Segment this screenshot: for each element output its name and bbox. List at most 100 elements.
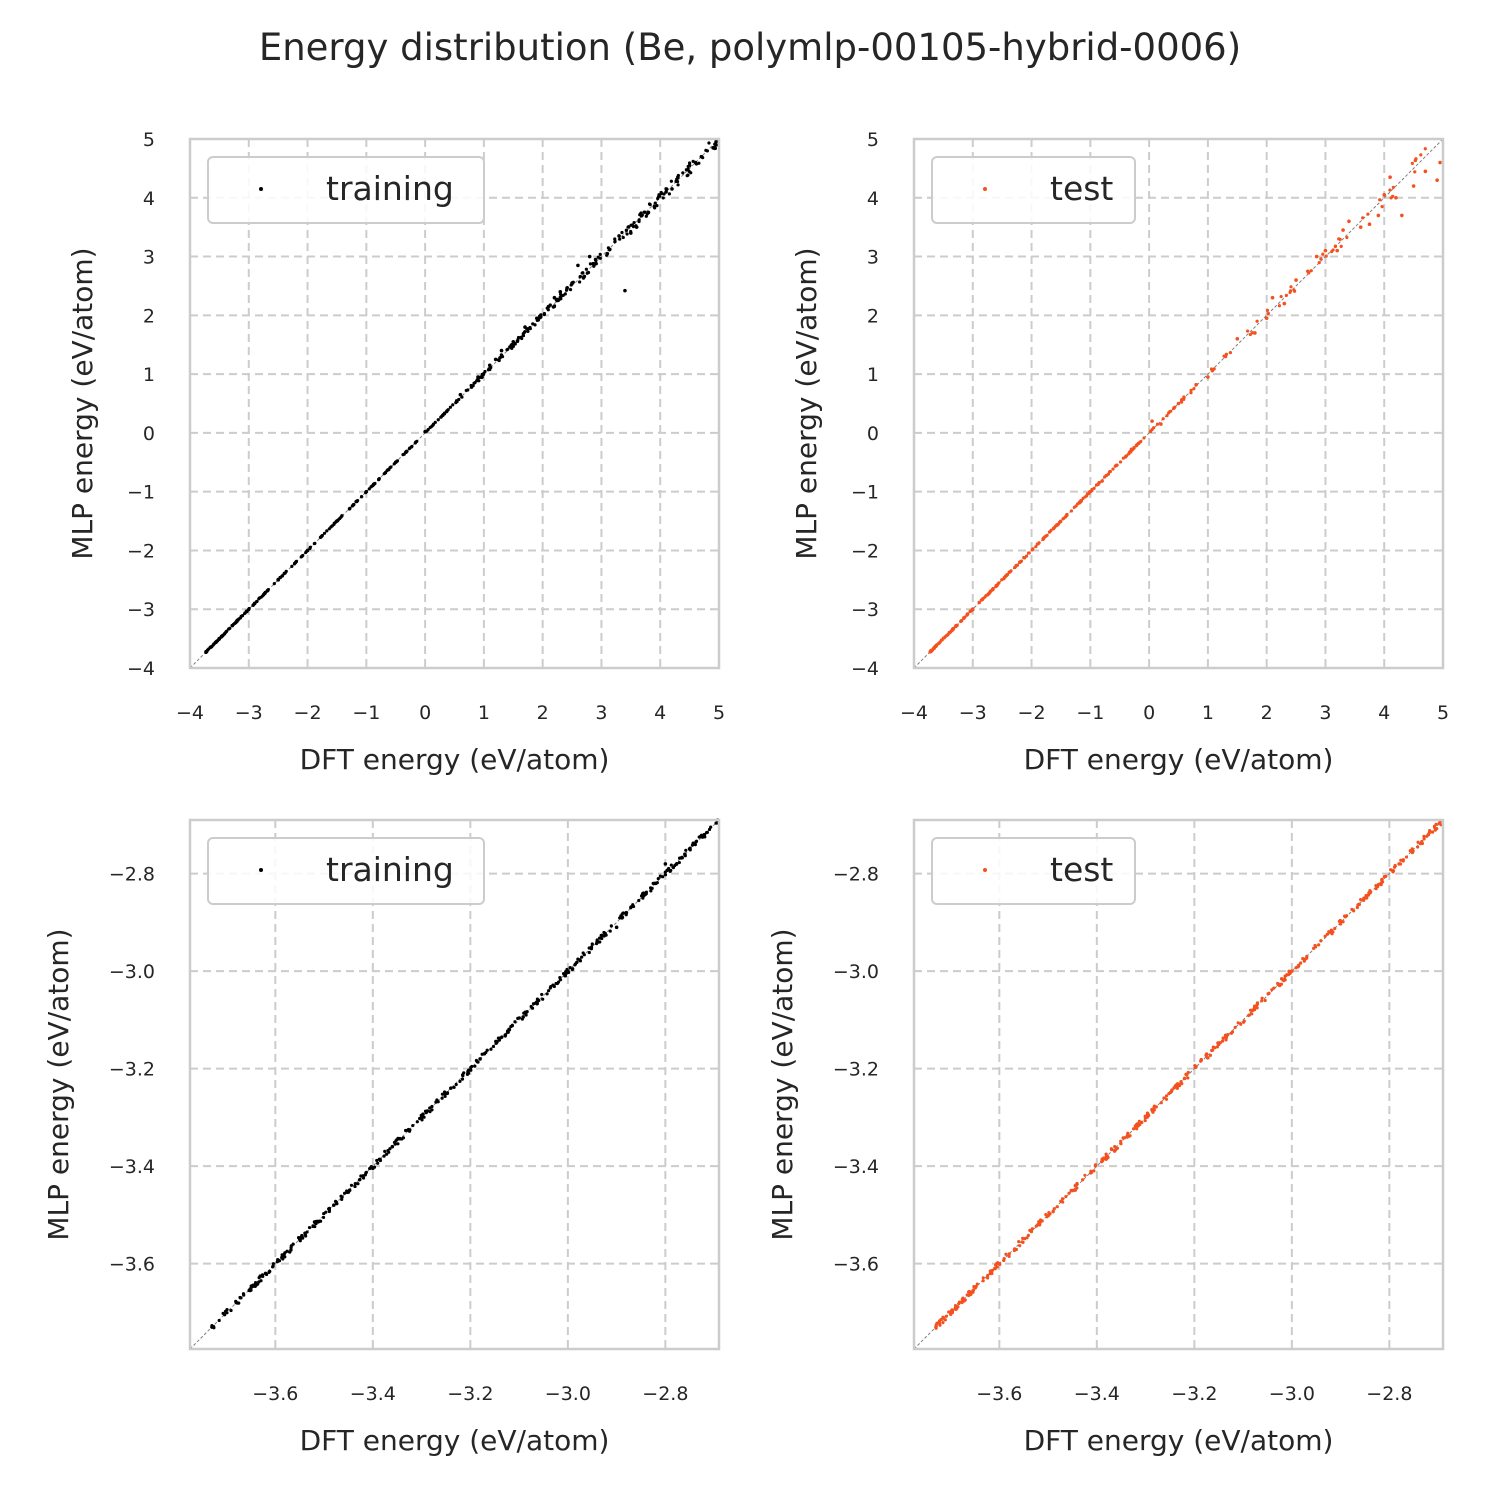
data-point — [621, 235, 625, 240]
data-point — [1293, 289, 1297, 293]
data-point — [458, 1079, 462, 1083]
data-point — [1074, 504, 1078, 508]
data-point — [676, 175, 680, 180]
data-point — [1358, 225, 1363, 229]
y-tick-label: 3 — [867, 247, 879, 269]
data-point — [523, 325, 527, 329]
data-point — [947, 630, 952, 635]
data-point — [1230, 1030, 1235, 1034]
data-point — [311, 1224, 315, 1228]
data-point — [935, 643, 939, 647]
data-point — [497, 358, 501, 363]
data-point — [934, 1325, 938, 1329]
data-point — [641, 896, 645, 900]
data-point — [428, 1110, 432, 1114]
x-tick-label: −1 — [1076, 702, 1104, 724]
data-point — [364, 1171, 368, 1175]
data-point — [1324, 254, 1328, 258]
data-point — [288, 1250, 292, 1254]
data-point — [421, 1112, 425, 1116]
data-point — [1002, 1256, 1006, 1261]
data-point — [1338, 918, 1342, 923]
data-point — [1338, 922, 1343, 926]
data-point — [516, 337, 520, 342]
data-point — [1294, 966, 1298, 970]
y-tick-label: −3.2 — [109, 1059, 155, 1081]
data-point — [342, 1191, 347, 1195]
data-point — [593, 257, 598, 262]
data-point — [968, 1291, 972, 1295]
data-point — [624, 228, 628, 232]
data-point — [1093, 1163, 1098, 1167]
data-point — [469, 1065, 473, 1070]
data-point — [587, 950, 591, 955]
data-point — [284, 569, 288, 574]
data-point — [542, 311, 546, 316]
data-point — [1000, 578, 1004, 582]
x-tick-label: 2 — [537, 702, 549, 724]
data-point — [385, 1152, 389, 1156]
data-point — [290, 564, 294, 569]
data-point — [509, 1025, 513, 1029]
data-point — [321, 1215, 326, 1220]
data-point — [1270, 295, 1275, 300]
data-point — [1279, 982, 1284, 986]
data-point — [989, 1269, 993, 1273]
data-point — [460, 395, 464, 399]
data-point — [445, 1091, 450, 1095]
data-point — [308, 546, 312, 551]
data-point — [356, 1182, 360, 1186]
x-tick-label: −1 — [352, 702, 380, 724]
data-point — [223, 1313, 227, 1317]
legend-label: test — [1050, 850, 1113, 889]
data-point — [961, 1296, 965, 1300]
data-point — [1088, 489, 1093, 494]
data-point — [552, 984, 556, 989]
data-point — [1182, 395, 1186, 399]
data-point — [1298, 961, 1303, 965]
data-point — [970, 607, 975, 612]
data-point — [1367, 222, 1372, 227]
data-point — [1384, 874, 1388, 878]
data-point — [558, 290, 563, 294]
y-tick-label: −2 — [127, 540, 155, 562]
x-axis-label: DFT energy (eV/atom) — [1024, 1424, 1334, 1457]
data-point — [1023, 1237, 1027, 1241]
data-point — [534, 316, 539, 321]
data-point — [1355, 905, 1359, 910]
y-tick-label: −3 — [851, 599, 879, 621]
data-point — [419, 1115, 424, 1120]
data-point — [1394, 195, 1398, 200]
data-point — [315, 1219, 319, 1223]
data-point — [396, 1136, 400, 1140]
data-point — [257, 1280, 261, 1284]
data-point — [697, 161, 701, 165]
data-point — [327, 1206, 332, 1210]
data-point — [513, 1020, 517, 1024]
data-point — [249, 1285, 253, 1289]
data-point — [1220, 1039, 1225, 1043]
data-point — [1137, 1119, 1141, 1123]
data-point — [1416, 845, 1420, 849]
data-point — [653, 881, 658, 886]
data-point — [1048, 1212, 1052, 1216]
data-point — [582, 953, 586, 957]
data-point — [556, 980, 561, 984]
data-point — [1020, 1240, 1024, 1244]
data-point — [1205, 1056, 1210, 1060]
data-point — [1329, 930, 1333, 934]
data-point — [517, 1016, 521, 1020]
data-point — [494, 1040, 499, 1044]
data-point — [436, 418, 440, 422]
data-point — [568, 966, 572, 970]
data-point — [546, 304, 551, 309]
data-point — [665, 187, 669, 191]
data-point — [1100, 479, 1104, 483]
data-point — [1341, 920, 1345, 924]
data-point — [1007, 1252, 1011, 1256]
y-axis-label: MLP energy (eV/atom) — [42, 928, 75, 1240]
data-point — [563, 292, 567, 296]
data-point — [629, 905, 633, 909]
data-point — [1342, 914, 1347, 918]
data-point — [1048, 530, 1052, 534]
